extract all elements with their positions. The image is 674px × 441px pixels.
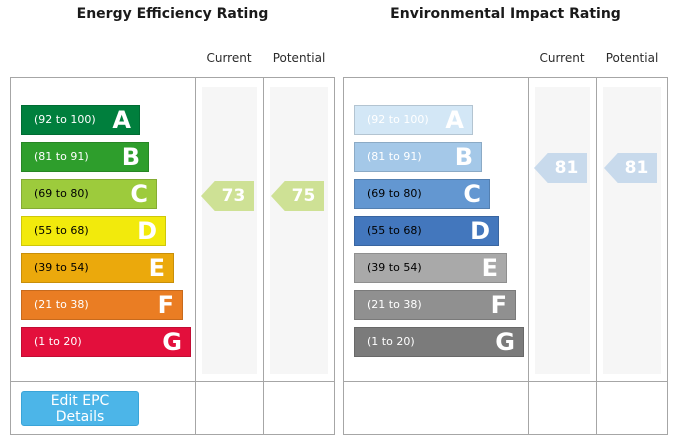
- band-range-label: (92 to 100): [34, 113, 96, 126]
- column-divider: [263, 78, 264, 434]
- band-range-label: (55 to 68): [34, 224, 89, 237]
- potential-column-header: Potential: [272, 51, 326, 65]
- band-letter: B: [121, 143, 140, 171]
- band-range-label: (92 to 100): [367, 113, 429, 126]
- chart-title: Energy Efficiency Rating: [76, 6, 269, 22]
- band-range-label: (21 to 38): [34, 298, 89, 311]
- column-divider: [596, 78, 597, 434]
- potential-column-track: [270, 87, 328, 374]
- band-letter: C: [130, 180, 148, 208]
- environmental-impact-chart: Environmental Impact Rating Current Pote…: [343, 0, 668, 441]
- current-rating-arrow: 81: [534, 153, 587, 183]
- column-divider: [528, 78, 529, 434]
- band-letter: A: [112, 106, 131, 134]
- footer-divider: [11, 381, 334, 382]
- rating-band-d: (55 to 68) D: [21, 216, 166, 246]
- band-range-label: (1 to 20): [367, 335, 415, 348]
- band-letter: G: [495, 328, 515, 356]
- rating-band-f: (21 to 38) F: [354, 290, 516, 320]
- potential-column-track: [603, 87, 661, 374]
- band-range-label: (81 to 91): [367, 150, 422, 163]
- footer-divider: [344, 381, 667, 382]
- column-divider: [195, 78, 196, 434]
- current-column-track: [535, 87, 590, 374]
- band-letter: D: [137, 217, 157, 245]
- band-letter: E: [481, 254, 498, 282]
- band-letter: A: [445, 106, 464, 134]
- chart-title: Environmental Impact Rating: [390, 6, 621, 22]
- potential-column-header: Potential: [605, 51, 659, 65]
- rating-table: (92 to 100) A (81 to 91) B (69 to 80) C …: [343, 77, 668, 435]
- band-letter: D: [470, 217, 490, 245]
- edit-epc-details-button[interactable]: Edit EPC Details: [21, 391, 139, 426]
- band-letter: C: [463, 180, 481, 208]
- rating-band-e: (39 to 54) E: [354, 253, 507, 283]
- current-column-header: Current: [539, 51, 585, 65]
- band-letter: B: [454, 143, 473, 171]
- rating-band-g: (1 to 20) G: [354, 327, 524, 357]
- band-range-label: (81 to 91): [34, 150, 89, 163]
- rating-table: (92 to 100) A (81 to 91) B (69 to 80) C …: [10, 77, 335, 435]
- band-range-label: (39 to 54): [34, 261, 89, 274]
- rating-band-a: (92 to 100) A: [21, 105, 140, 135]
- band-range-label: (55 to 68): [367, 224, 422, 237]
- band-letter: E: [148, 254, 165, 282]
- band-range-label: (1 to 20): [34, 335, 82, 348]
- current-column-header: Current: [206, 51, 252, 65]
- rating-band-g: (1 to 20) G: [21, 327, 191, 357]
- band-letter: F: [157, 291, 174, 319]
- band-range-label: (21 to 38): [367, 298, 422, 311]
- band-letter: G: [162, 328, 182, 356]
- rating-band-c: (69 to 80) C: [21, 179, 157, 209]
- rating-band-b: (81 to 91) B: [354, 142, 482, 172]
- energy-efficiency-chart: Energy Efficiency Rating Current Potenti…: [10, 0, 335, 441]
- rating-band-a: (92 to 100) A: [354, 105, 473, 135]
- band-letter: F: [490, 291, 507, 319]
- band-range-label: (39 to 54): [367, 261, 422, 274]
- rating-band-b: (81 to 91) B: [21, 142, 149, 172]
- rating-band-f: (21 to 38) F: [21, 290, 183, 320]
- band-range-label: (69 to 80): [34, 187, 89, 200]
- band-range-label: (69 to 80): [367, 187, 422, 200]
- rating-band-d: (55 to 68) D: [354, 216, 499, 246]
- rating-band-c: (69 to 80) C: [354, 179, 490, 209]
- rating-band-e: (39 to 54) E: [21, 253, 174, 283]
- current-column-track: [202, 87, 257, 374]
